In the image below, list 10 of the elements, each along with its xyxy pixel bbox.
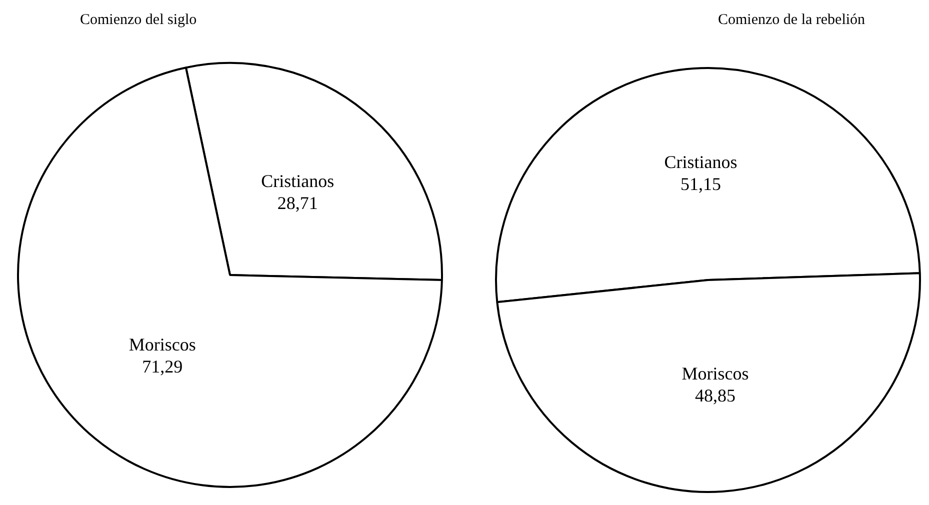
slice-label: Cristianos (664, 152, 738, 172)
slice-label: Moriscos (128, 334, 196, 354)
data-label: 48,85 (695, 385, 736, 406)
data-label: 28,71 (277, 193, 318, 214)
data-label: 71,29 (142, 356, 183, 376)
slice-label: Moriscos (682, 363, 749, 384)
data-label: 51,15 (680, 174, 721, 194)
chart-title: Comienzo de la rebelión (718, 12, 866, 29)
slice-label: Cristianos (261, 171, 334, 192)
chart-title: Comienzo del siglo (80, 12, 197, 29)
